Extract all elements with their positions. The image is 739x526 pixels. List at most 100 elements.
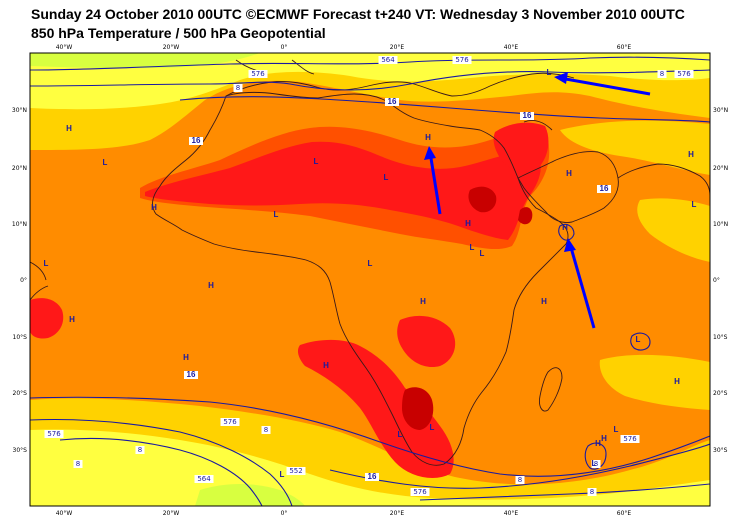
low-pressure-marker: L — [280, 470, 285, 479]
contour-label-background — [184, 371, 198, 379]
contour-16-north — [179, 96, 710, 123]
high-pressure-marker: H — [425, 133, 431, 142]
contour-label-background — [189, 137, 203, 145]
contour-label: 8 — [518, 476, 522, 484]
temperature-band-hottest-patch-1 — [468, 186, 497, 213]
longitude-label-top: 60°E — [617, 44, 632, 51]
contour-label-background — [520, 112, 534, 120]
temperature-band-coldest-south — [195, 484, 305, 506]
contour-labels: 8 576 564 576 8 576 16 16 16 16 16 576 8 8 576 8 564 552 1… — [44, 56, 694, 496]
contour-label: 16 — [192, 136, 201, 145]
latitude-label-right: 20°S — [713, 390, 728, 397]
high-pressure-marker: H — [688, 150, 694, 159]
longitude-label-top: 20°W — [163, 44, 180, 51]
contour-low-indian-ocean — [630, 332, 651, 351]
contour-564-south — [59, 437, 263, 506]
contour-576-south-2 — [329, 443, 710, 489]
coastline-madagascar — [539, 367, 563, 412]
contour-label-background — [73, 460, 83, 468]
low-pressure-marker: L — [614, 425, 619, 434]
contour-label-background — [248, 70, 268, 78]
high-pressure-marker: H — [183, 353, 189, 362]
arrow-north-east — [559, 76, 651, 96]
coastline-arabia — [517, 151, 619, 223]
temperature-band-cool-east — [560, 120, 710, 175]
contour-label-background — [597, 185, 611, 193]
low-pressure-marker: L — [547, 68, 552, 77]
contour-16-south — [30, 418, 293, 506]
temperature-band-hot-sahara — [145, 141, 541, 240]
coastline-india — [617, 163, 710, 197]
low-pressure-marker: L — [384, 173, 389, 182]
arrowhead-north-east — [554, 72, 568, 84]
latitude-labels-right: 30°N 20°N 10°N 0° 10°S 20°S 30°S — [713, 107, 728, 454]
low-pressure-marker: L — [44, 259, 49, 268]
contour-label: 16 — [388, 97, 397, 106]
contour-label: 8 — [264, 426, 268, 434]
high-pressure-marker: H — [66, 124, 72, 133]
contour-label-background — [220, 418, 240, 426]
low-pressure-marker: L — [274, 210, 279, 219]
latitude-label-left: 10°N — [12, 221, 27, 228]
longitude-label-bottom: 0° — [281, 510, 288, 517]
latitude-label-right: 20°N — [713, 165, 728, 172]
contour-label-background — [385, 98, 399, 106]
high-pressure-marker: H — [420, 297, 426, 306]
latitude-label-right: 30°S — [713, 447, 728, 454]
contour-label: 8 — [594, 460, 598, 468]
latitude-label-right: 30°N — [713, 107, 728, 114]
contour-label: 576 — [677, 70, 691, 78]
low-pressure-marker: L — [314, 157, 319, 166]
temperature-band-cold-north — [30, 53, 710, 110]
low-pressure-marker: L — [398, 430, 403, 439]
high-pressure-marker: H — [208, 281, 214, 290]
temperature-band-hottest-patch-3 — [402, 387, 434, 430]
latitude-label-right: 0° — [713, 277, 720, 284]
contour-label: 16 — [368, 472, 377, 481]
contour-label: 576 — [623, 435, 637, 443]
contour-label: 16 — [523, 111, 532, 120]
coastline-caspian — [523, 119, 553, 131]
longitude-labels-bottom: 40°W 20°W 0° 20°E 40°E 60°E — [56, 510, 632, 517]
contour-label-background — [261, 426, 271, 434]
high-pressure-marker: H — [69, 315, 75, 324]
latitude-label-left: 20°N — [12, 165, 27, 172]
contour-label: 8 — [590, 488, 594, 496]
longitude-label-top: 40°E — [504, 44, 519, 51]
coastlines — [30, 59, 710, 466]
arrow-north — [428, 151, 442, 215]
coastline-south-america — [30, 261, 49, 301]
longitude-label-top: 20°E — [390, 44, 405, 51]
title-line-2: 850 hPa Temperature / 500 hPa Geopotenti… — [31, 25, 326, 41]
high-pressure-marker: H — [151, 203, 157, 212]
temperature-band-hot-south-africa — [297, 339, 454, 478]
longitude-label-bottom: 20°E — [390, 510, 405, 517]
contour-label-background — [286, 467, 306, 475]
low-pressure-marker: L — [480, 249, 485, 258]
temperature-band-cool-east-2 — [637, 198, 710, 262]
coastline-mediterranean — [225, 72, 575, 97]
temperature-band-hot-east-africa — [397, 315, 456, 368]
map-frame — [29, 52, 711, 507]
low-pressure-marker: L — [368, 259, 373, 268]
contour-label-background — [135, 446, 145, 454]
low-pressure-marker: L — [692, 200, 697, 209]
longitude-label-bottom: 20°W — [163, 510, 180, 517]
latitude-label-left: 0° — [20, 277, 27, 284]
temperature-band-hottest-patch-2 — [518, 207, 533, 225]
latitude-label-left: 20°S — [13, 390, 28, 397]
low-pressure-marker: L — [103, 158, 108, 167]
contour-label: 576 — [223, 418, 237, 426]
contour-label: 564 — [381, 56, 395, 64]
contour-label: 564 — [197, 475, 211, 483]
contour-label: 576 — [455, 56, 469, 64]
longitude-label-bottom: 60°E — [617, 510, 632, 517]
longitude-label-top: 40°W — [56, 44, 73, 51]
low-pressure-marker: L — [430, 423, 435, 432]
contour-label: 576 — [251, 70, 265, 78]
high-pressure-marker: H — [541, 297, 547, 306]
flow-arrows — [428, 76, 651, 329]
high-pressure-marker: H — [566, 169, 572, 178]
contour-label-background — [657, 70, 667, 78]
